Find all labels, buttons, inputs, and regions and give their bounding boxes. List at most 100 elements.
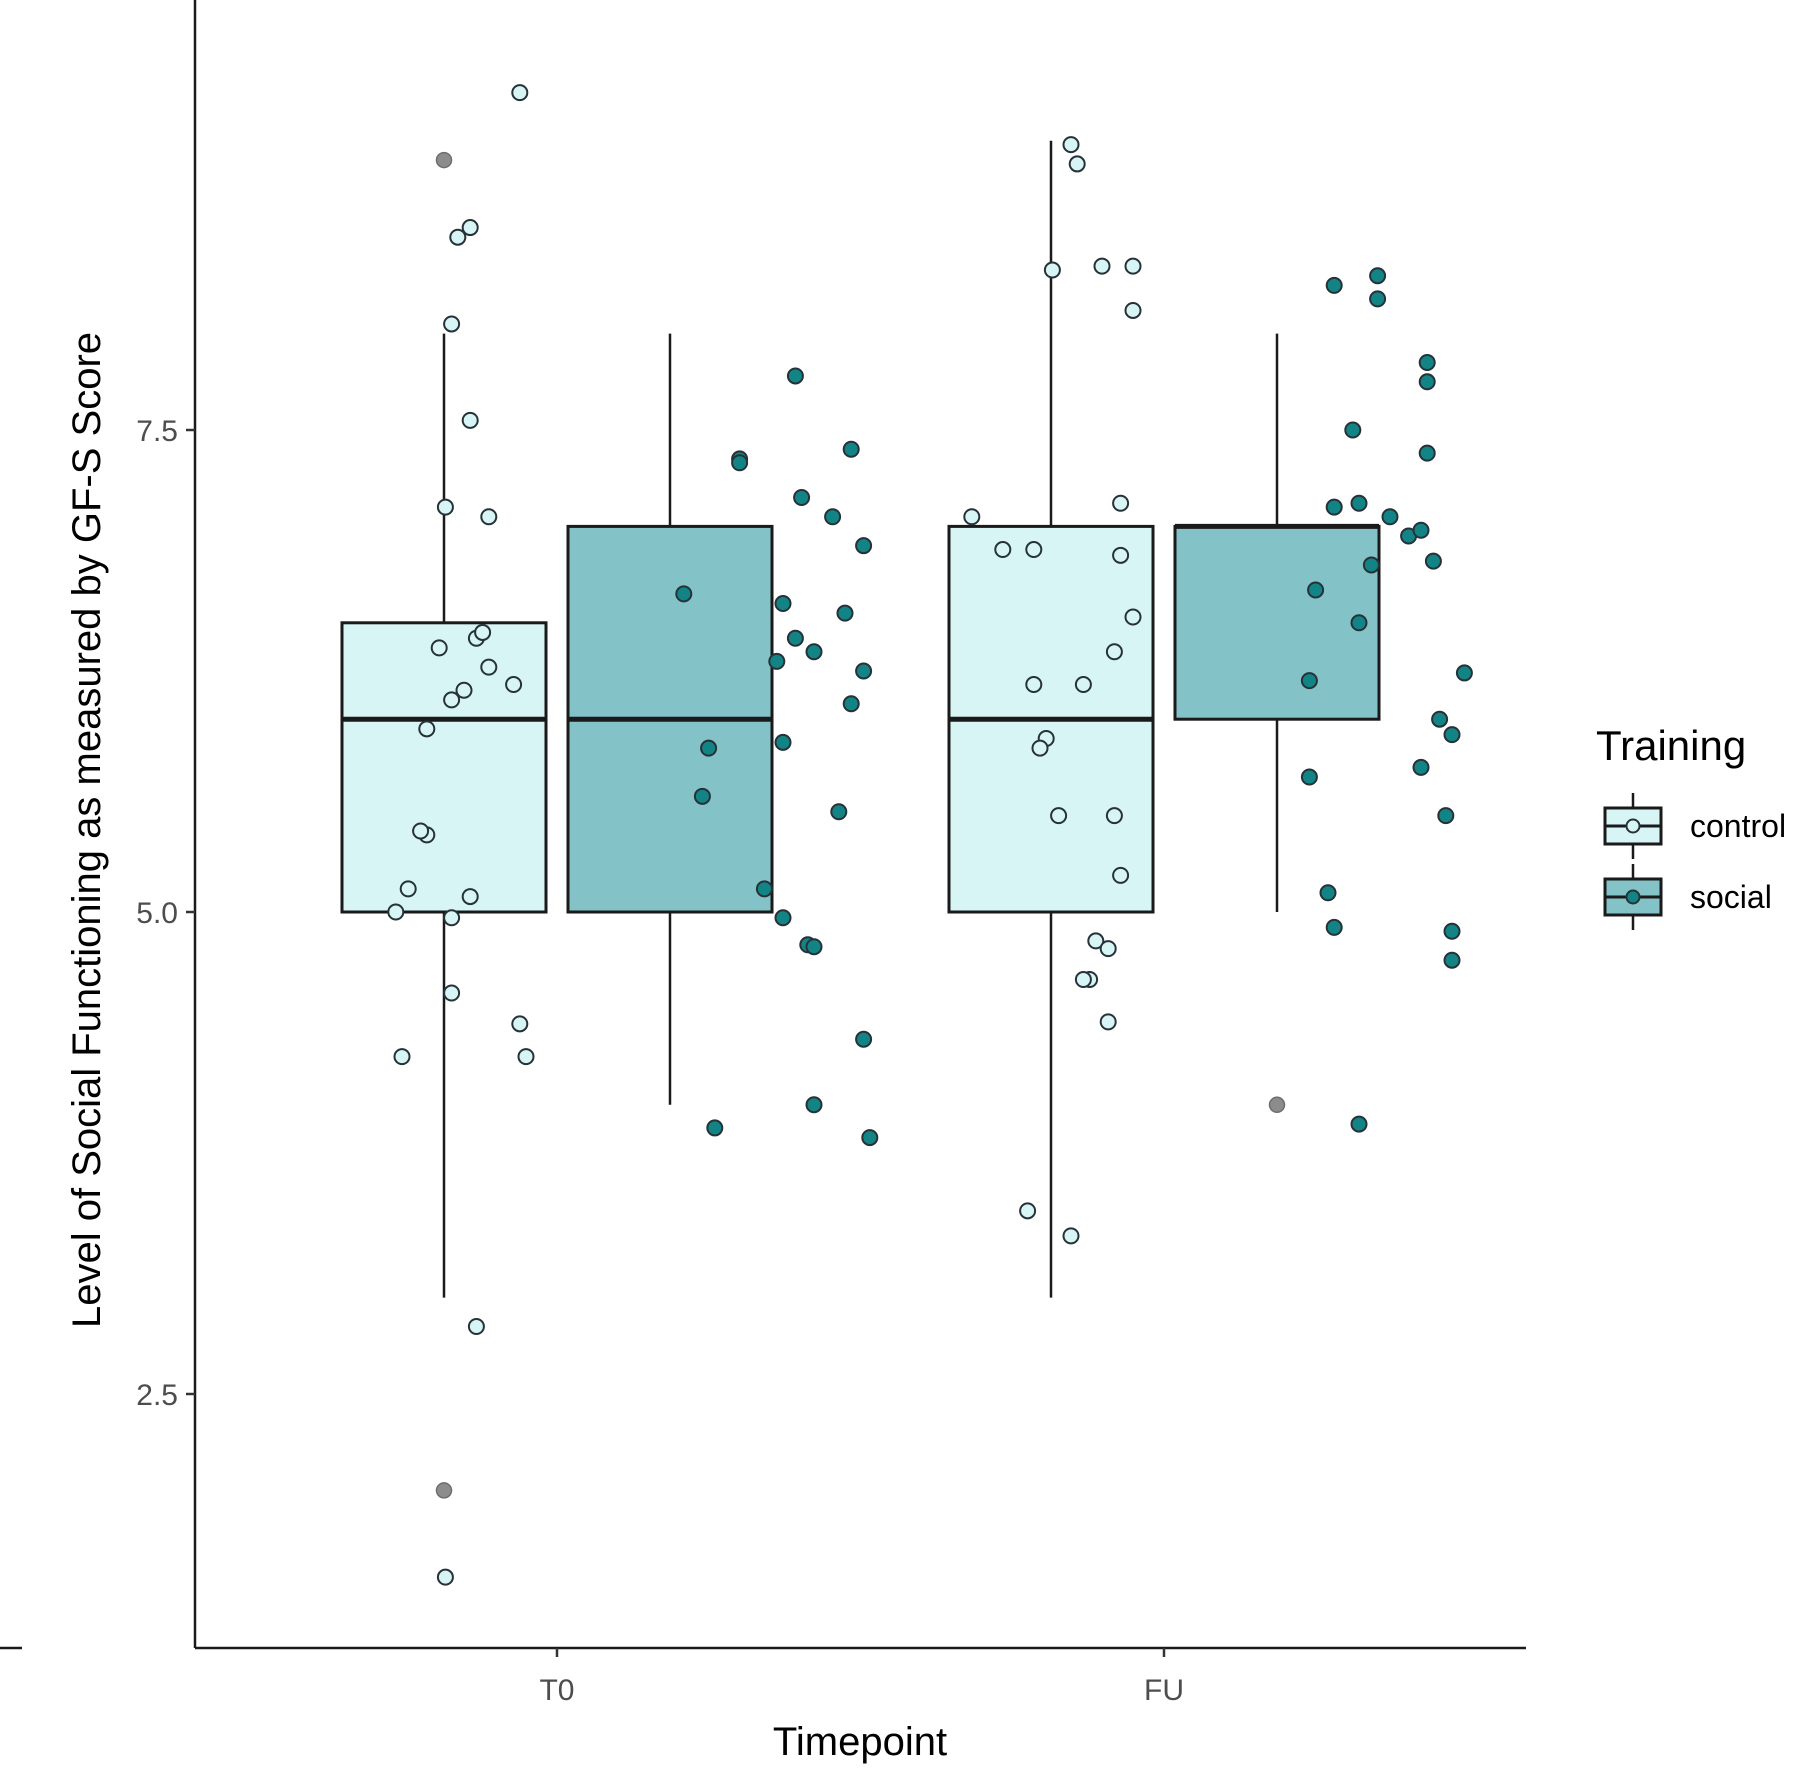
data-point-social-16 bbox=[805, 643, 823, 661]
data-point-control-1 bbox=[393, 1048, 411, 1066]
data-point-control-45 bbox=[1112, 546, 1130, 564]
outlier-point-social-fu-0 bbox=[1268, 1096, 1286, 1114]
data-point-control-15 bbox=[443, 909, 461, 927]
y-tick-label-1: 5.0 bbox=[136, 897, 178, 930]
data-point-control-29 bbox=[1025, 541, 1043, 559]
data-point-control-36 bbox=[1062, 1227, 1080, 1245]
data-point-control-43 bbox=[1105, 807, 1123, 825]
legend-label-control: control bbox=[1690, 808, 1786, 844]
data-point-control-41 bbox=[1099, 1013, 1117, 1031]
data-point-control-24 bbox=[449, 228, 467, 246]
legend-key-point-control bbox=[1625, 818, 1641, 834]
data-point-control-51 bbox=[1093, 257, 1111, 275]
data-point-control-20 bbox=[480, 508, 498, 526]
data-point-social-30 bbox=[1319, 884, 1337, 902]
data-point-social-35 bbox=[1350, 614, 1368, 632]
data-point-social-7 bbox=[768, 652, 786, 670]
y-tick-label-2: 7.5 bbox=[136, 415, 178, 448]
data-point-social-48 bbox=[1424, 552, 1442, 570]
data-point-social-52 bbox=[1443, 726, 1461, 744]
data-point-social-1 bbox=[700, 739, 718, 757]
data-point-social-6 bbox=[755, 880, 773, 898]
data-point-control-12 bbox=[474, 623, 492, 641]
data-point-social-22 bbox=[842, 440, 860, 458]
data-point-control-7 bbox=[430, 639, 448, 657]
data-point-control-23 bbox=[443, 315, 461, 333]
legend-key-point-social bbox=[1625, 889, 1641, 905]
data-point-social-49 bbox=[1431, 710, 1449, 728]
data-point-social-20 bbox=[836, 604, 854, 622]
data-point-control-34 bbox=[1074, 675, 1092, 693]
data-point-social-31 bbox=[1325, 918, 1343, 936]
data-point-social-0 bbox=[675, 585, 693, 603]
data-point-social-44 bbox=[1412, 521, 1430, 539]
data-point-control-2 bbox=[387, 903, 405, 921]
data-point-control-39 bbox=[1087, 932, 1105, 950]
legend-label-social: social bbox=[1690, 879, 1772, 915]
data-point-control-50 bbox=[1068, 155, 1086, 173]
data-point-control-8 bbox=[436, 498, 454, 516]
data-point-control-52 bbox=[1124, 257, 1142, 275]
data-point-control-19 bbox=[517, 1048, 535, 1066]
data-point-social-17 bbox=[805, 1096, 823, 1114]
data-point-control-3 bbox=[399, 880, 417, 898]
data-point-social-32 bbox=[1325, 276, 1343, 294]
data-point-social-12 bbox=[786, 629, 804, 647]
data-point-control-21 bbox=[467, 1318, 485, 1336]
data-point-social-41 bbox=[1381, 508, 1399, 526]
legend-title: Training bbox=[1596, 722, 1746, 769]
data-point-social-8 bbox=[774, 733, 792, 751]
data-point-control-48 bbox=[1043, 261, 1061, 279]
data-point-control-30 bbox=[1025, 675, 1043, 693]
data-point-control-44 bbox=[1112, 866, 1130, 884]
data-point-social-18 bbox=[824, 508, 842, 526]
data-point-control-38 bbox=[1074, 970, 1092, 988]
boxes-layer bbox=[340, 140, 1381, 1499]
data-point-social-33 bbox=[1325, 498, 1343, 516]
data-point-control-6 bbox=[418, 720, 436, 738]
data-point-social-50 bbox=[1437, 807, 1455, 825]
data-point-control-26 bbox=[511, 84, 529, 102]
data-point-social-21 bbox=[842, 695, 860, 713]
data-point-social-3 bbox=[706, 1119, 724, 1137]
data-point-social-24 bbox=[855, 537, 873, 555]
data-point-control-10 bbox=[455, 681, 473, 699]
data-point-control-28 bbox=[994, 541, 1012, 559]
data-point-social-51 bbox=[1443, 922, 1461, 940]
data-point-social-37 bbox=[1350, 1115, 1368, 1133]
points-layer bbox=[387, 84, 1473, 1586]
data-point-control-5 bbox=[412, 822, 430, 840]
data-point-social-39 bbox=[1369, 267, 1387, 285]
data-point-control-53 bbox=[1124, 301, 1142, 319]
data-point-social-5 bbox=[731, 454, 749, 472]
data-point-control-40 bbox=[1099, 940, 1117, 958]
x-tick-label-0: T0 bbox=[539, 1674, 574, 1707]
data-point-social-54 bbox=[1455, 664, 1473, 682]
data-point-control-14 bbox=[505, 675, 523, 693]
data-point-social-43 bbox=[1412, 758, 1430, 776]
data-point-social-47 bbox=[1418, 444, 1436, 462]
data-point-social-23 bbox=[855, 662, 873, 680]
data-point-control-9 bbox=[443, 691, 461, 709]
data-point-control-46 bbox=[1112, 494, 1130, 512]
data-point-social-2 bbox=[693, 787, 711, 805]
data-point-social-19 bbox=[830, 803, 848, 821]
data-point-social-10 bbox=[774, 909, 792, 927]
data-point-control-49 bbox=[1062, 136, 1080, 154]
x-ticks: T0 FU bbox=[539, 1648, 1184, 1707]
data-point-social-34 bbox=[1350, 494, 1368, 512]
data-point-control-17 bbox=[461, 888, 479, 906]
data-point-social-38 bbox=[1362, 556, 1380, 574]
x-axis-title: Timepoint bbox=[773, 1720, 947, 1764]
data-point-control-27 bbox=[963, 508, 981, 526]
data-point-control-33 bbox=[1050, 807, 1068, 825]
data-point-social-27 bbox=[1307, 581, 1325, 599]
box-social-fu bbox=[1173, 524, 1381, 721]
data-point-control-35 bbox=[1019, 1202, 1037, 1220]
y-axis-title: Level of Social Functioning as measured … bbox=[65, 332, 109, 1328]
data-point-control-0 bbox=[436, 1568, 454, 1586]
data-point-social-45 bbox=[1418, 354, 1436, 372]
box-control-t0 bbox=[340, 621, 548, 914]
data-point-social-11 bbox=[786, 367, 804, 385]
